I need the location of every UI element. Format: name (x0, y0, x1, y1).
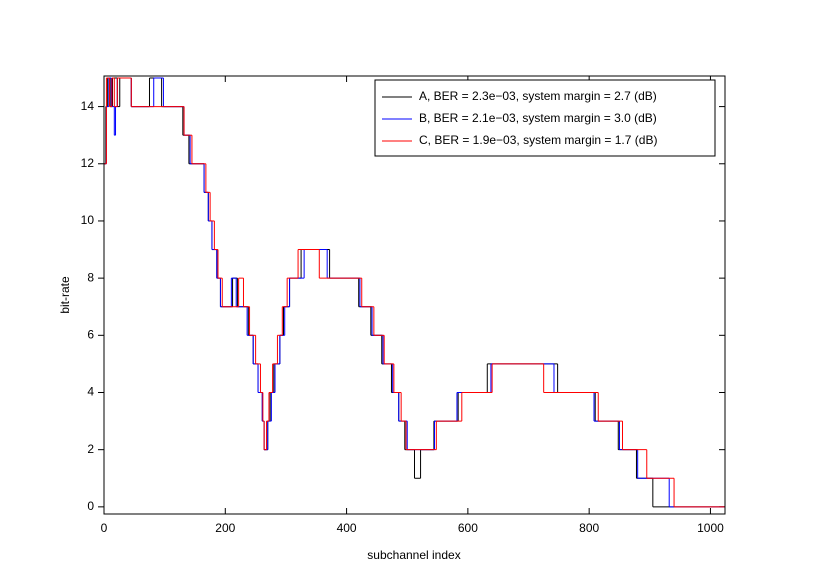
y-tick-label: 4 (87, 385, 94, 399)
y-tick-label: 0 (87, 499, 94, 513)
y-tick-label: 2 (87, 442, 94, 456)
y-tick-label: 8 (87, 270, 94, 284)
y-axis-label: bit-rate (58, 276, 72, 314)
y-tick-label: 14 (81, 99, 95, 113)
x-tick-label: 1000 (697, 521, 724, 535)
legend-label: C, BER = 1.9e−03, system margin = 1.7 (d… (419, 133, 657, 147)
x-tick-label: 400 (337, 521, 357, 535)
legend-label: B, BER = 2.1e−03, system margin = 3.0 (d… (419, 111, 657, 125)
legend-box (374, 79, 716, 157)
x-axis-label: subchannel index (367, 548, 460, 562)
series (104, 77, 725, 508)
x-tick-label: 600 (458, 521, 478, 535)
y-tick-label: 6 (87, 327, 94, 341)
x-tick-label: 200 (215, 521, 235, 535)
x-tick-label: 800 (579, 521, 599, 535)
x-tick-label: 0 (101, 521, 108, 535)
y-tick-label: 10 (81, 213, 95, 227)
legend-label: A, BER = 2.3e−03, system margin = 2.7 (d… (419, 89, 657, 103)
y-tick-label: 12 (81, 156, 95, 170)
plot-frame (103, 75, 726, 515)
